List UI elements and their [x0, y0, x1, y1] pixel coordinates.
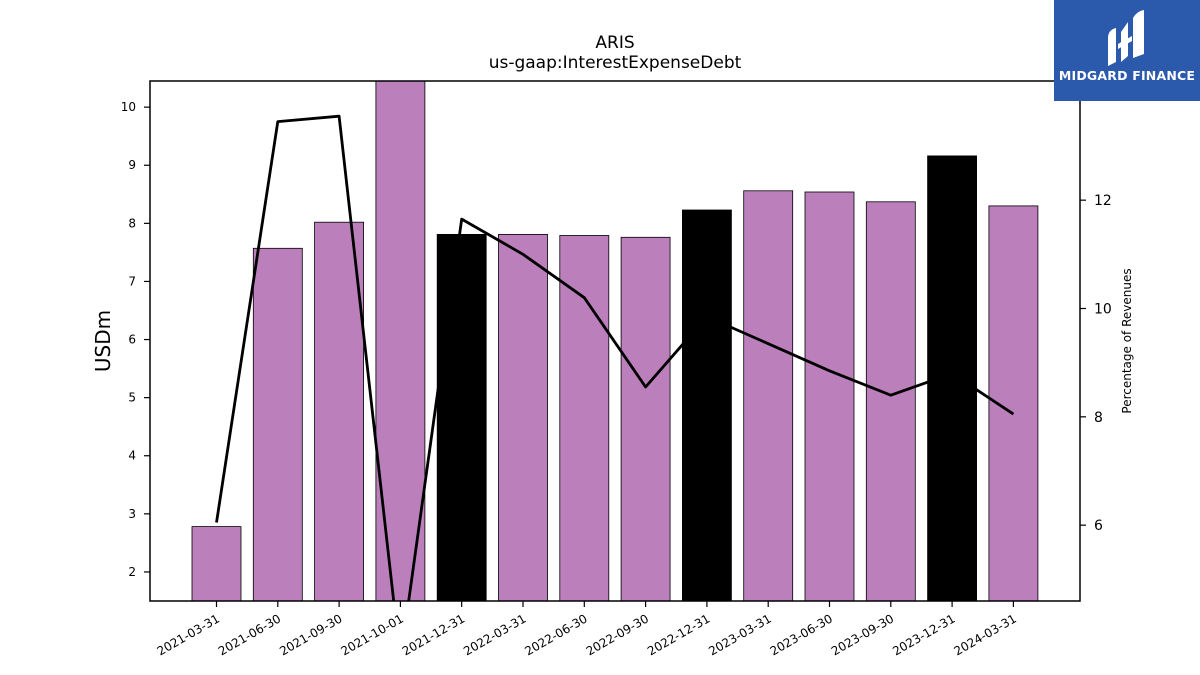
- x-tick-label: 2022-06-30: [522, 611, 589, 658]
- y-tick-label: 9: [128, 158, 136, 172]
- y2-axis-label: Percentage of Revenues: [1120, 268, 1134, 413]
- x-tick-label: 2021-10-01: [338, 611, 405, 658]
- bar: [314, 221, 365, 602]
- y-tick-label: 7: [128, 274, 136, 288]
- x-tick-label: 2022-12-31: [645, 611, 712, 658]
- y2-tick-label: 6: [1094, 518, 1103, 534]
- y-tick-label: 8: [128, 216, 136, 230]
- chart-title: ARIS: [595, 33, 634, 53]
- y-tick-label: 10: [121, 100, 136, 114]
- x-axis-ticks: 2021-03-312021-06-302021-09-302021-10-01…: [155, 601, 1019, 658]
- y-axis-ticks: 2 3 4 5 6 7 8 9 10: [121, 100, 150, 579]
- x-tick-label: 2023-06-30: [768, 611, 835, 658]
- x-tick-label: 2024-03-31: [951, 611, 1018, 658]
- bar: [804, 191, 855, 602]
- line-path: [215, 114, 1015, 601]
- x-tick-label: 2023-12-31: [890, 611, 957, 658]
- x-tick-label: 2023-03-31: [706, 611, 773, 658]
- x-tick-label: 2022-09-30: [584, 611, 651, 658]
- bar: [865, 201, 916, 602]
- x-tick-label: 2022-03-31: [461, 611, 528, 658]
- x-tick-label: 2021-03-31: [155, 611, 222, 658]
- midgard-finance-logo: MIDGARD FINANCE: [1054, 0, 1200, 101]
- y-tick-label: 2: [128, 565, 136, 579]
- y2-tick-label: 8: [1094, 410, 1103, 426]
- x-tick-label: 2021-09-30: [277, 611, 344, 658]
- bar: [620, 236, 671, 602]
- bar: [682, 209, 732, 602]
- bar: [743, 190, 794, 602]
- y-tick-label: 3: [128, 507, 136, 521]
- y2-tick-label: 10: [1094, 302, 1112, 318]
- line-series: [215, 114, 1015, 601]
- logo-mark-icon: [1108, 10, 1144, 66]
- y-tick-label: 5: [128, 391, 136, 405]
- chart-subtitle: us-gaap:InterestExpenseDebt: [489, 53, 742, 73]
- y-axis-label: USDm: [91, 310, 115, 372]
- plot-frame: [149, 80, 1081, 602]
- x-tick-label: 2021-12-31: [400, 611, 467, 658]
- y2-tick-label: 12: [1094, 193, 1112, 209]
- bar: [559, 235, 610, 602]
- bar: [498, 233, 548, 602]
- x-tick-label: 2023-09-30: [829, 611, 896, 658]
- y-tick-label: 4: [128, 449, 136, 463]
- bar: [436, 233, 487, 602]
- bar: [191, 526, 242, 602]
- y-tick-label: 6: [128, 333, 136, 347]
- x-tick-label: 2021-06-30: [216, 611, 283, 658]
- y2-axis-ticks: 6 8 10 12: [1080, 193, 1112, 534]
- logo-text: MIDGARD FINANCE: [1058, 68, 1196, 83]
- bar: [375, 80, 426, 602]
- bar: [252, 247, 303, 602]
